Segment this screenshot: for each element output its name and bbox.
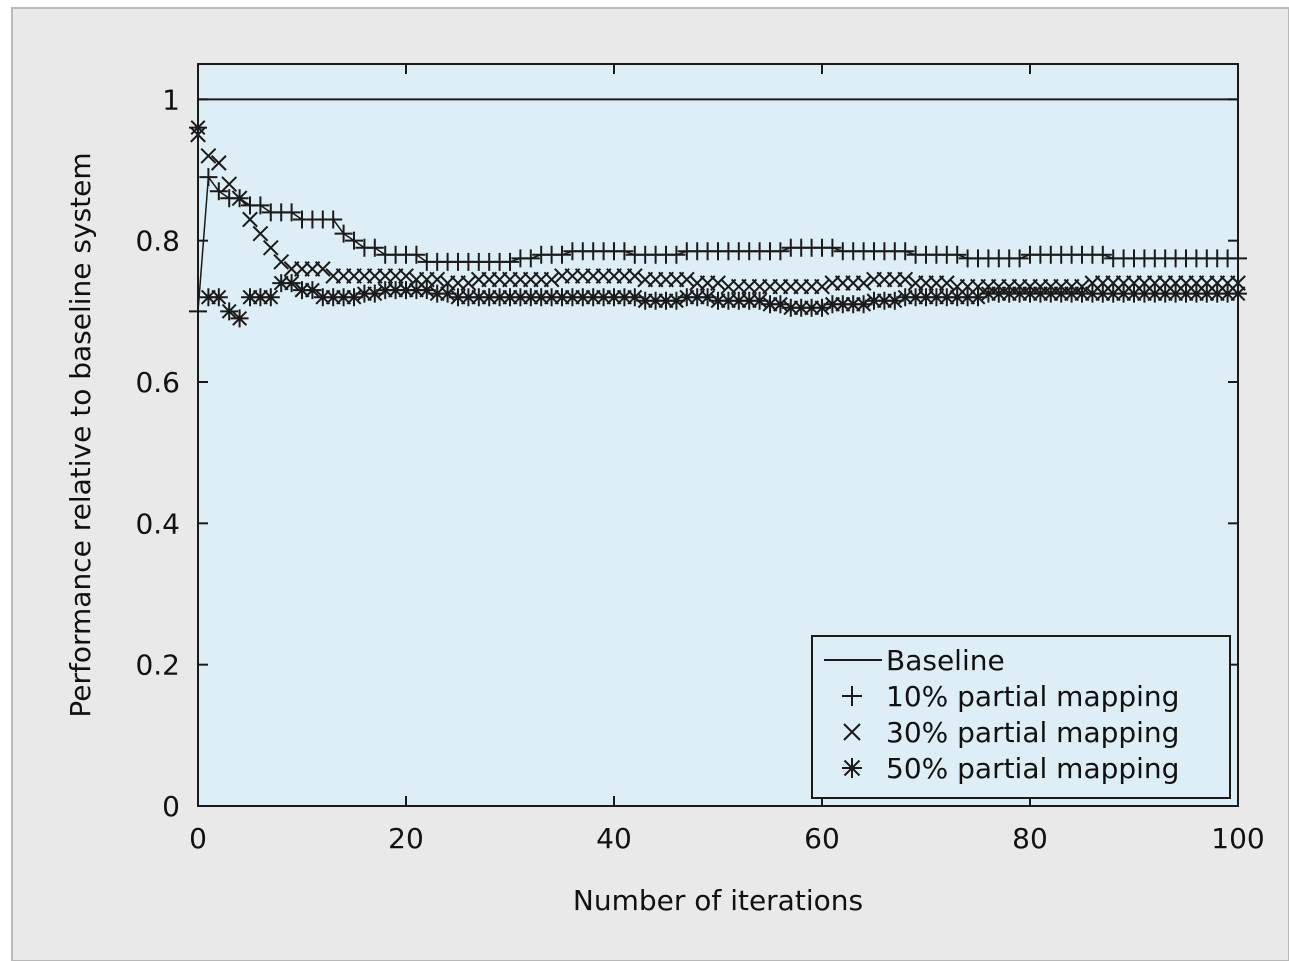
- data-point-50pct-partial-mapping: [210, 288, 228, 306]
- legend-item: 10% partial mapping: [842, 680, 1179, 713]
- x-tick-label: 0: [189, 822, 207, 855]
- legend-label: 10% partial mapping: [886, 680, 1179, 713]
- x-tick-label: 20: [388, 822, 424, 855]
- x-tick-label: 40: [596, 822, 632, 855]
- x-axis-label: Number of iterations: [573, 884, 863, 917]
- y-tick-label: 0.4: [135, 507, 180, 540]
- legend-item: 50% partial mapping: [842, 752, 1179, 785]
- y-tick-label: 0.6: [135, 366, 180, 399]
- x-tick-label: 60: [804, 822, 840, 855]
- legend-label: 30% partial mapping: [886, 716, 1179, 749]
- y-tick-label: 0.8: [135, 225, 180, 258]
- x-tick-label: 100: [1211, 822, 1264, 855]
- legend-item: 30% partial mapping: [844, 716, 1179, 749]
- legend-symbol: [842, 758, 862, 778]
- y-tick-label: 0.2: [135, 649, 180, 682]
- data-point-50pct-partial-mapping: [262, 288, 280, 306]
- legend-label: 50% partial mapping: [886, 752, 1179, 785]
- legend-label: Baseline: [886, 644, 1005, 677]
- y-tick-label: 1: [162, 83, 180, 116]
- x-tick-label: 80: [1012, 822, 1048, 855]
- y-tick-label: 0: [162, 790, 180, 823]
- y-axis-label: Performance relative to baseline system: [64, 152, 97, 717]
- data-point-50pct-partial-mapping: [231, 309, 249, 327]
